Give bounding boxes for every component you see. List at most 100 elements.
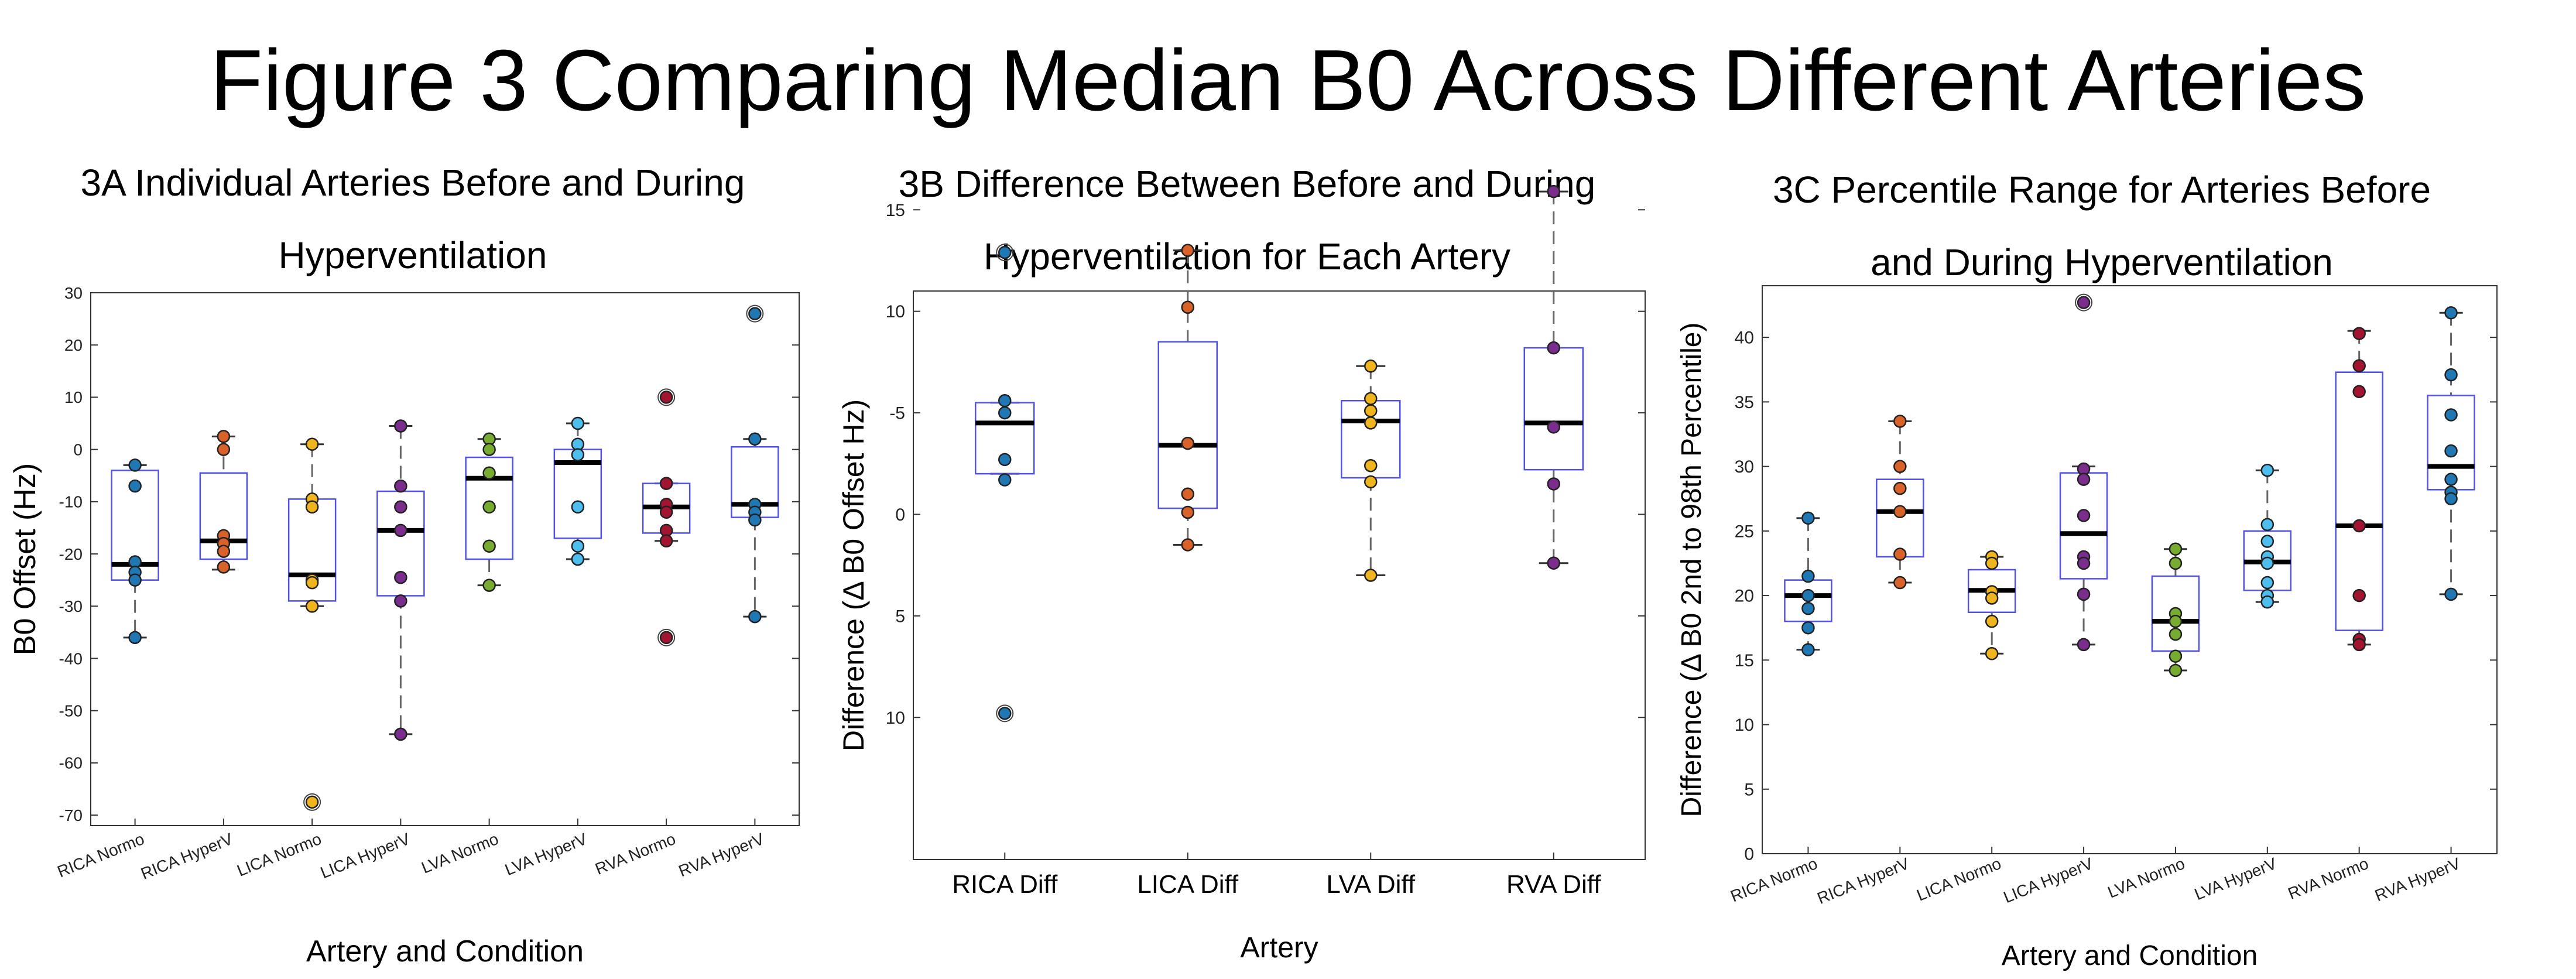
data-point	[305, 500, 319, 514]
data-point	[571, 500, 585, 514]
data-point	[2077, 587, 2091, 601]
box	[1157, 341, 1218, 509]
outlier-marker	[996, 244, 1014, 262]
chart-panel-1: 10 5 0 -5 10 15 RICA Diff LICA Diff LVA Diff RVA …	[837, 184, 1646, 964]
data-point	[1181, 300, 1194, 314]
data-point	[1893, 415, 1907, 428]
data-point	[998, 473, 1012, 487]
data-point	[2444, 368, 2458, 382]
data-point	[571, 416, 585, 430]
data-point	[659, 534, 673, 548]
outlier-marker	[2075, 293, 2093, 312]
plot-frame	[1762, 285, 2498, 854]
data-point	[1547, 420, 1560, 434]
outlier-marker	[657, 628, 676, 646]
chart-panel-0: 30 20 10 0 -10 -20 -30 -40 -50 -60 -70 RICA NormoRI…	[8, 284, 800, 968]
category-label: LICA HyperV	[2001, 854, 2096, 906]
data-point	[305, 576, 319, 590]
y-tick-label: -5	[889, 404, 905, 423]
plot-frame	[90, 292, 800, 826]
category-label: LICA HyperV	[318, 830, 413, 882]
y-tick-label: 0	[1744, 845, 1754, 864]
data-point	[571, 539, 585, 553]
data-point	[2077, 556, 2091, 570]
data-point	[1801, 511, 1815, 525]
data-point	[1801, 601, 1815, 615]
data-point	[482, 500, 496, 514]
data-point	[2444, 444, 2458, 458]
y-axis-label: Difference (Δ B0 2nd to 98th Percentile)	[1676, 323, 1707, 817]
data-point	[571, 448, 585, 461]
data-point	[571, 552, 585, 566]
category-label: LVA Diff	[1326, 870, 1415, 899]
y-tick-label: 5	[1744, 780, 1754, 799]
panel-a-title: 3A Individual Arteries Before and During…	[23, 146, 802, 292]
data-point	[2169, 542, 2183, 556]
data-point	[2077, 638, 2091, 652]
data-point	[2444, 587, 2458, 601]
data-point	[2260, 595, 2274, 609]
data-point	[394, 479, 407, 493]
data-point	[2352, 385, 2366, 399]
outlier-marker	[996, 704, 1014, 723]
data-point	[1364, 360, 1378, 373]
data-point	[2169, 649, 2183, 663]
y-tick-label: 15	[886, 201, 905, 220]
y-axis-label: Difference (Δ B0 Offset Hz)	[837, 399, 870, 751]
data-point	[1547, 341, 1560, 355]
figure-title: Figure 3 Comparing Median B0 Across Diff…	[210, 32, 2366, 129]
data-point	[2260, 518, 2274, 532]
panel-b-title-line2: Hyperventilation for Each Artery	[984, 235, 1510, 278]
outlier-marker	[746, 304, 764, 323]
data-point	[1181, 538, 1194, 552]
y-tick-label: 10	[1735, 716, 1754, 735]
category-label: LICA Normo	[1914, 854, 2003, 905]
data-point	[659, 391, 673, 404]
category-label: RICA HyperV	[1815, 854, 1912, 908]
data-point	[748, 610, 762, 624]
data-point	[482, 578, 496, 592]
data-point	[2260, 535, 2274, 548]
category-label: RVA Normo	[2286, 854, 2371, 903]
data-point	[2169, 556, 2183, 570]
data-point	[659, 631, 673, 645]
data-point	[2077, 296, 2091, 309]
data-point	[128, 573, 142, 587]
data-point	[394, 570, 407, 584]
data-point	[1364, 416, 1378, 430]
data-point	[1893, 576, 1907, 590]
category-label: LVA Normo	[419, 830, 501, 877]
data-point	[1364, 569, 1378, 582]
data-point	[394, 419, 407, 433]
panel-c-title-line2: and During Hyperventilation	[1871, 241, 2333, 283]
y-axis-label: B0 Offset (Hz)	[8, 463, 42, 655]
y-tick-label: -20	[59, 545, 83, 563]
data-point	[998, 394, 1012, 408]
data-point	[748, 307, 762, 320]
data-point	[482, 539, 496, 553]
category-label: RICA Normo	[55, 830, 147, 881]
data-point	[1985, 556, 1999, 570]
data-point	[128, 631, 142, 645]
y-tick-label: -40	[59, 649, 83, 668]
outlier-marker	[303, 793, 321, 811]
category-label: LICA Diff	[1137, 870, 1239, 899]
data-point	[1893, 547, 1907, 561]
data-point	[1181, 244, 1194, 257]
category-label: RVA Normo	[592, 830, 678, 878]
panel-a-title-line1: 3A Individual Arteries Before and During	[80, 162, 745, 204]
category-label: RICA HyperV	[138, 830, 235, 883]
category-label: RVA Diff	[1506, 870, 1601, 899]
data-point	[217, 560, 231, 574]
x-axis-label: Artery	[1240, 931, 1318, 964]
panel-b-title-line1: 3B Difference Between Before and During	[898, 163, 1596, 205]
category-label: LVA HyperV	[502, 830, 590, 879]
data-point	[217, 545, 231, 558]
data-point	[1181, 505, 1194, 519]
y-tick-label: -30	[59, 597, 83, 615]
y-tick-label: 10	[64, 388, 83, 406]
category-label: LICA Normo	[234, 830, 324, 880]
y-tick-label: 5	[895, 607, 905, 626]
